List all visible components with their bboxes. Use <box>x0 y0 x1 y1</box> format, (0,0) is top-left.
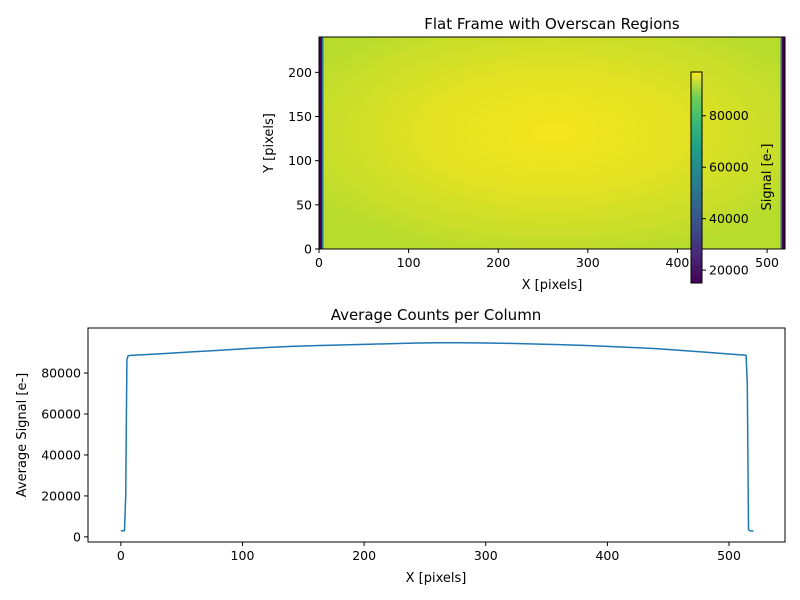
left-overscan-region <box>319 37 322 249</box>
line-y-tick-label: 20000 <box>41 488 81 503</box>
column-average-panel: Average Counts per Column 0 100 200 300 400 5… <box>15 306 786 586</box>
heatmap-x-tick-label: 300 <box>576 255 600 270</box>
colorbar-gradient <box>690 71 703 284</box>
line-y-ticks: 0 20000 40000 60000 80000 <box>41 366 88 544</box>
heatmap-x-ticks: 0 100 200 300 400 500 <box>315 249 779 270</box>
heatmap-y-tick-label: 200 <box>288 65 312 80</box>
line-series-group <box>120 341 754 532</box>
line-y-tick-label: 80000 <box>41 366 81 381</box>
line-y-tick-label: 60000 <box>41 407 81 422</box>
heatmap-x-tick-label: 100 <box>397 255 421 270</box>
heatmap-frame <box>318 36 786 250</box>
heatmap-y-tick-label: 0 <box>304 242 312 257</box>
line-x-tick-label: 0 <box>117 548 125 563</box>
line-title: Average Counts per Column <box>331 306 542 324</box>
heatmap-x-tick-label: 200 <box>486 255 510 270</box>
line-x-tick-label: 500 <box>717 548 741 563</box>
heatmap-image <box>319 37 785 249</box>
heatmap-x-tick-label: 500 <box>755 255 779 270</box>
line-x-ticks: 0 100 200 300 400 500 <box>117 542 741 563</box>
colorbar-tick-label: 40000 <box>709 211 749 226</box>
right-overscan-edge <box>780 37 782 249</box>
left-overscan-edge <box>322 37 324 249</box>
line-x-label: X [pixels] <box>406 571 467 586</box>
line-x-tick-label: 300 <box>474 548 498 563</box>
heatmap-axes: 0 100 200 300 400 500 0 50 100 150 200 <box>288 36 786 270</box>
line-x-tick-label: 200 <box>352 548 376 563</box>
flat-frame-panel: Flat Frame with Overscan Regions 0 100 200… <box>262 15 786 293</box>
colorbar-tick-label: 20000 <box>709 263 749 278</box>
heatmap-title: Flat Frame with Overscan Regions <box>424 15 680 33</box>
line-y-label: Average Signal [e-] <box>15 373 30 497</box>
line-y-tick-label: 0 <box>73 529 81 544</box>
illuminated-region <box>319 37 785 249</box>
colorbar-tick-label: 80000 <box>709 108 749 123</box>
average-signal-line <box>120 341 754 532</box>
line-x-tick-label: 400 <box>595 548 619 563</box>
heatmap-y-tick-label: 150 <box>288 109 312 124</box>
line-plot-area <box>87 327 786 543</box>
colorbar-ticks: 20000 40000 60000 80000 <box>702 108 749 278</box>
heatmap-x-tick-label: 0 <box>315 255 323 270</box>
line-x-tick-label: 100 <box>231 548 255 563</box>
colorbar: 20000 40000 60000 80000 Signal [e-] <box>690 71 775 284</box>
colorbar-tick-label: 60000 <box>709 160 749 175</box>
heatmap-y-label: Y [pixels] <box>262 113 277 174</box>
heatmap-x-tick-label: 400 <box>666 255 690 270</box>
line-y-tick-label: 40000 <box>41 447 81 462</box>
heatmap-y-tick-label: 50 <box>296 197 312 212</box>
heatmap-y-ticks: 0 50 100 150 200 <box>288 65 319 257</box>
right-overscan-region <box>782 37 785 249</box>
heatmap-y-tick-label: 100 <box>288 153 312 168</box>
colorbar-label: Signal [e-] <box>760 144 775 211</box>
heatmap-x-label: X [pixels] <box>522 278 583 293</box>
